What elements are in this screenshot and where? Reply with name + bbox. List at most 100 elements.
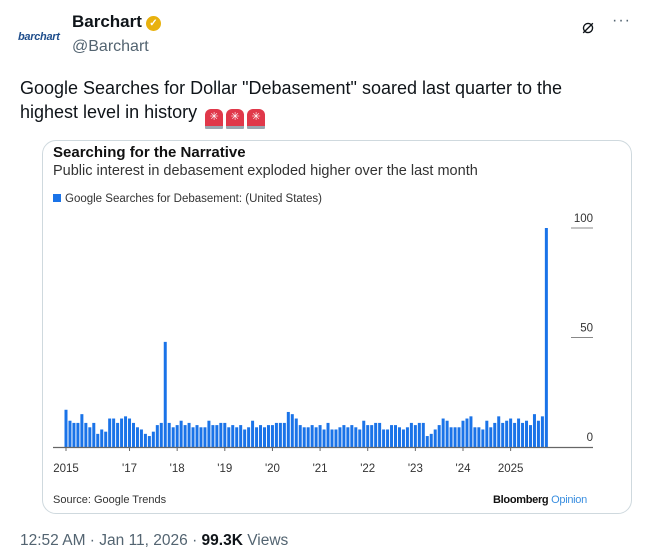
bar: [243, 429, 247, 447]
bar: [143, 433, 147, 447]
bar: [358, 429, 362, 447]
author-name-text[interactable]: Barchart: [72, 12, 142, 31]
bar: [441, 418, 445, 447]
chart-subtitle: Public interest in debasement exploded h…: [53, 163, 478, 179]
verified-badge-icon: ✓: [145, 16, 161, 31]
rotating-light-icon: ✳: [226, 109, 245, 129]
bar: [449, 427, 453, 447]
view-count: 99.3K: [201, 532, 243, 549]
chart-title: Searching for the Narrative: [53, 144, 246, 161]
chart-legend: Google Searches for Debasement: (United …: [53, 193, 322, 205]
bar: [290, 414, 294, 447]
bar: [370, 425, 374, 447]
bar: [469, 416, 473, 447]
brand: Bloomberg: [493, 494, 549, 506]
tweet-text: Google Searches for Dollar "Debasement" …: [20, 76, 620, 129]
bar: [306, 427, 310, 447]
bar: [473, 427, 477, 447]
bloomberg-opinion-logo: Bloomberg Opinion: [493, 494, 587, 506]
brand-suffix: Opinion: [551, 494, 587, 506]
grok-icon[interactable]: ⌀: [582, 16, 595, 38]
bar: [135, 427, 139, 447]
bar: [433, 429, 437, 447]
bar: [72, 422, 76, 447]
bar: [219, 422, 223, 447]
bar: [259, 425, 263, 447]
x-tick-label: '24: [456, 463, 472, 475]
y-tick-label: 50: [580, 323, 593, 335]
bar: [489, 427, 493, 447]
bar: [536, 420, 540, 447]
barchart-avatar-logo[interactable]: barchart: [18, 31, 60, 43]
legend-label: Google Searches for Debasement: (United …: [65, 193, 322, 205]
bar: [497, 416, 501, 447]
x-tick-label: '19: [217, 463, 232, 475]
bar: [366, 425, 370, 447]
x-tick-label: 2015: [53, 463, 79, 475]
bar: [255, 427, 259, 447]
bar: [171, 427, 175, 447]
bar: [128, 418, 132, 447]
bar: [501, 422, 505, 447]
bar: [167, 422, 171, 447]
bar: [231, 425, 235, 447]
views-label: Views: [247, 532, 289, 549]
bar: [509, 418, 513, 447]
bar: [195, 425, 199, 447]
bar: [112, 418, 116, 447]
bar: [513, 422, 517, 447]
bar: [88, 427, 92, 447]
tweet-date[interactable]: Jan 11, 2026: [99, 532, 188, 549]
bar: [199, 427, 203, 447]
bar: [390, 425, 394, 447]
bar: [235, 427, 239, 447]
bar: [151, 431, 155, 447]
bar: [326, 422, 330, 447]
bar: [183, 425, 187, 447]
bar: [405, 427, 409, 447]
bar: [251, 420, 255, 447]
bar: [374, 422, 378, 447]
bar: [131, 422, 135, 447]
bar: [187, 422, 191, 447]
rotating-light-icon: ✳: [247, 109, 266, 129]
chart-image-card[interactable]: [42, 140, 632, 514]
bar: [445, 420, 449, 447]
bar: [421, 422, 425, 447]
bar: [314, 427, 318, 447]
bar: [477, 427, 481, 447]
bar: [239, 425, 243, 447]
bar: [330, 429, 334, 447]
bar: [540, 416, 544, 447]
x-tick-label: '22: [360, 463, 375, 475]
bar: [282, 422, 286, 447]
tweet-text-body: Google Searches for Dollar "Debasement" …: [20, 78, 563, 122]
bar: [96, 433, 100, 447]
bar: [175, 425, 179, 447]
bar: [378, 422, 382, 447]
bar: [104, 431, 108, 447]
y-tick-label: 100: [574, 213, 593, 225]
bar: [310, 425, 314, 447]
tweet-time[interactable]: 12:52 AM: [20, 532, 86, 549]
bar: [401, 429, 405, 447]
bar: [362, 420, 366, 447]
bar: [68, 420, 72, 447]
author-handle[interactable]: @Barchart: [72, 38, 149, 55]
bar: [457, 427, 461, 447]
bar: [274, 422, 278, 447]
bar: [346, 427, 350, 447]
bar: [263, 427, 266, 447]
bar: [322, 429, 326, 447]
bar: [286, 411, 290, 447]
x-tick-label: '17: [122, 463, 137, 475]
bar: [437, 425, 441, 447]
bar: [139, 429, 143, 447]
more-icon[interactable]: ···: [612, 12, 631, 29]
bar: [505, 420, 509, 447]
author-name[interactable]: Barchart ✓: [72, 12, 161, 32]
x-tick-label: '18: [170, 463, 185, 475]
bar: [386, 429, 390, 447]
y-tick-label: 0: [587, 432, 593, 444]
bar: [191, 427, 195, 447]
